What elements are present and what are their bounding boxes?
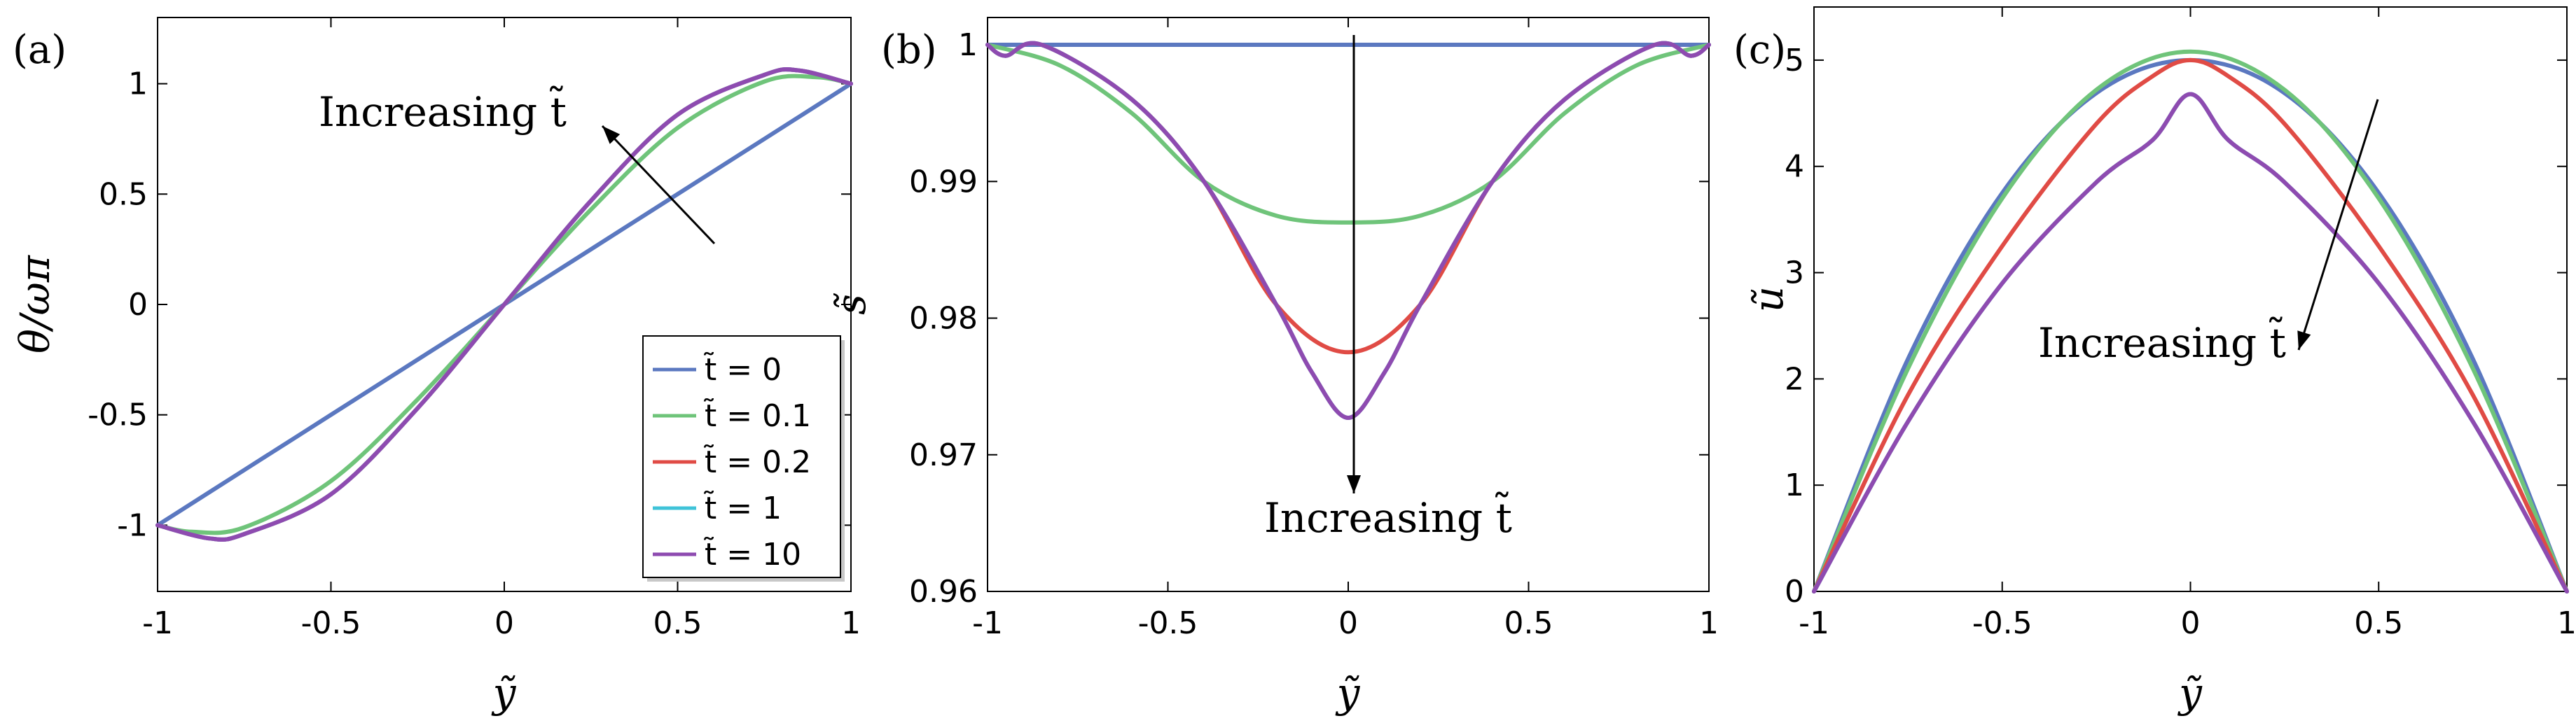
legend-entry-2: t̃ = 0.2 (703, 443, 811, 480)
legend-entry-1: t̃ = 0.1 (703, 397, 811, 434)
panel-c-ytick-label: 0 (1785, 574, 1804, 610)
panel-b-ytick-label: 1 (958, 27, 978, 63)
panel-c-xtick-label: 0.5 (2354, 605, 2403, 641)
panel-a-ylabel: θ/ωπ (11, 255, 59, 353)
panel-b-xtick-label: 1 (1699, 605, 1719, 641)
panel-a-ytick-label: 1 (128, 66, 148, 102)
panel-b-series-line-4 (985, 41, 1711, 420)
panel-b-chart: -1 -0.5 0 0.5 1 0.96 0.97 0.98 0.99 1 ỹ s̃ (b) Increa… (827, 17, 1719, 717)
panel-c-ytick-label: 3 (1785, 255, 1804, 291)
panel-b-series-line-3 (985, 41, 1711, 420)
panel-c-ylabel: ũ (1745, 286, 1792, 312)
panel-b-panel-label: (b) (881, 27, 937, 73)
panel-c-ytick-label: 5 (1785, 43, 1804, 78)
panel-c-annotation-arrow (2297, 99, 2379, 351)
panel-c-ytick-label: 1 (1785, 468, 1804, 503)
panel-c-panel-label: (c) (1733, 27, 1786, 73)
panel-c-ytick-label: 2 (1785, 361, 1804, 397)
panel-a-chart: -1 -0.5 0 0.5 1 -1 -0.5 0 0.5 1 ỹ θ/ωπ (a) Increasing… (11, 17, 861, 717)
panel-b-ytick-label: 0.97 (909, 437, 978, 473)
panel-b-series-line-2 (985, 41, 1711, 355)
panel-b-xtick-label: 0.5 (1504, 605, 1553, 641)
panel-a-ytick-label: 0.5 (99, 176, 148, 212)
legend-entry-0: t̃ = 0 (703, 351, 782, 388)
panel-c-series-line-4 (1812, 92, 2569, 594)
legend-box (642, 335, 841, 578)
panel-a-annotation-text: Increasing t̃ (319, 85, 567, 136)
panel-c-xtick-label: 1 (2557, 605, 2576, 641)
panel-c-chart: -1 -0.5 0 0.5 1 0 1 2 3 4 5 ỹ ũ (c) Increasing t̃ (1733, 6, 2576, 717)
panel-a-xtick-label: -1 (142, 605, 173, 641)
panel-c-ytick-label: 4 (1785, 149, 1804, 185)
panel-c-annotation-arrowhead (2297, 330, 2311, 350)
panel-b-ytick-label: 0.98 (909, 301, 978, 337)
legend-entry-4: t̃ = 10 (703, 535, 801, 573)
panel-b-xtick-label: -1 (972, 605, 1003, 641)
panel-c-series-line-1 (1812, 49, 2569, 594)
panel-a-xtick-label: 0.5 (653, 605, 702, 641)
panel-b-xtick-label: -0.5 (1138, 605, 1198, 641)
panel-a-series-line-4 (155, 67, 853, 542)
legend-entry-3: t̃ = 1 (703, 489, 782, 526)
panel-a-xtick-label: 1 (841, 605, 861, 641)
panel-a-annotation-arrow (601, 125, 716, 245)
panel-c-annotation-text: Increasing t̃ (2038, 316, 2286, 367)
panel-a-ytick-label: 0 (128, 287, 148, 323)
panel-b-xtick-label: 0 (1338, 605, 1358, 641)
panel-c-xtick-label: -0.5 (1972, 605, 2033, 641)
panel-b-annotation-arrowhead (1347, 475, 1361, 493)
panel-b-ylabel: s̃ (827, 293, 875, 315)
panel-c-xlabel: ỹ (2177, 669, 2203, 717)
panel-a-ytick-label: -0.5 (88, 398, 148, 433)
panel-a-ytick-label: -1 (117, 507, 148, 543)
panel-c-xtick-label: -1 (1799, 605, 1829, 641)
panel-b-xlabel: ỹ (1335, 669, 1361, 717)
panel-b-series-line-1 (985, 43, 1711, 225)
panel-a-panel-label: (a) (13, 27, 67, 73)
panel-c-xtick-label: 0 (2181, 605, 2201, 641)
panel-a-annotation-arrowhead (602, 126, 621, 144)
panel-b-annotation-text: Increasing t̃ (1264, 491, 1512, 542)
panel-a-xtick-label: -0.5 (301, 605, 361, 641)
panel-b-ytick-label: 0.96 (909, 574, 978, 610)
panel-a-xlabel: ỹ (491, 669, 517, 717)
panel-c-series-line-2 (1812, 57, 2569, 594)
panel-a-xtick-label: 0 (494, 605, 514, 641)
panel-b-ytick-label: 0.99 (909, 164, 978, 199)
